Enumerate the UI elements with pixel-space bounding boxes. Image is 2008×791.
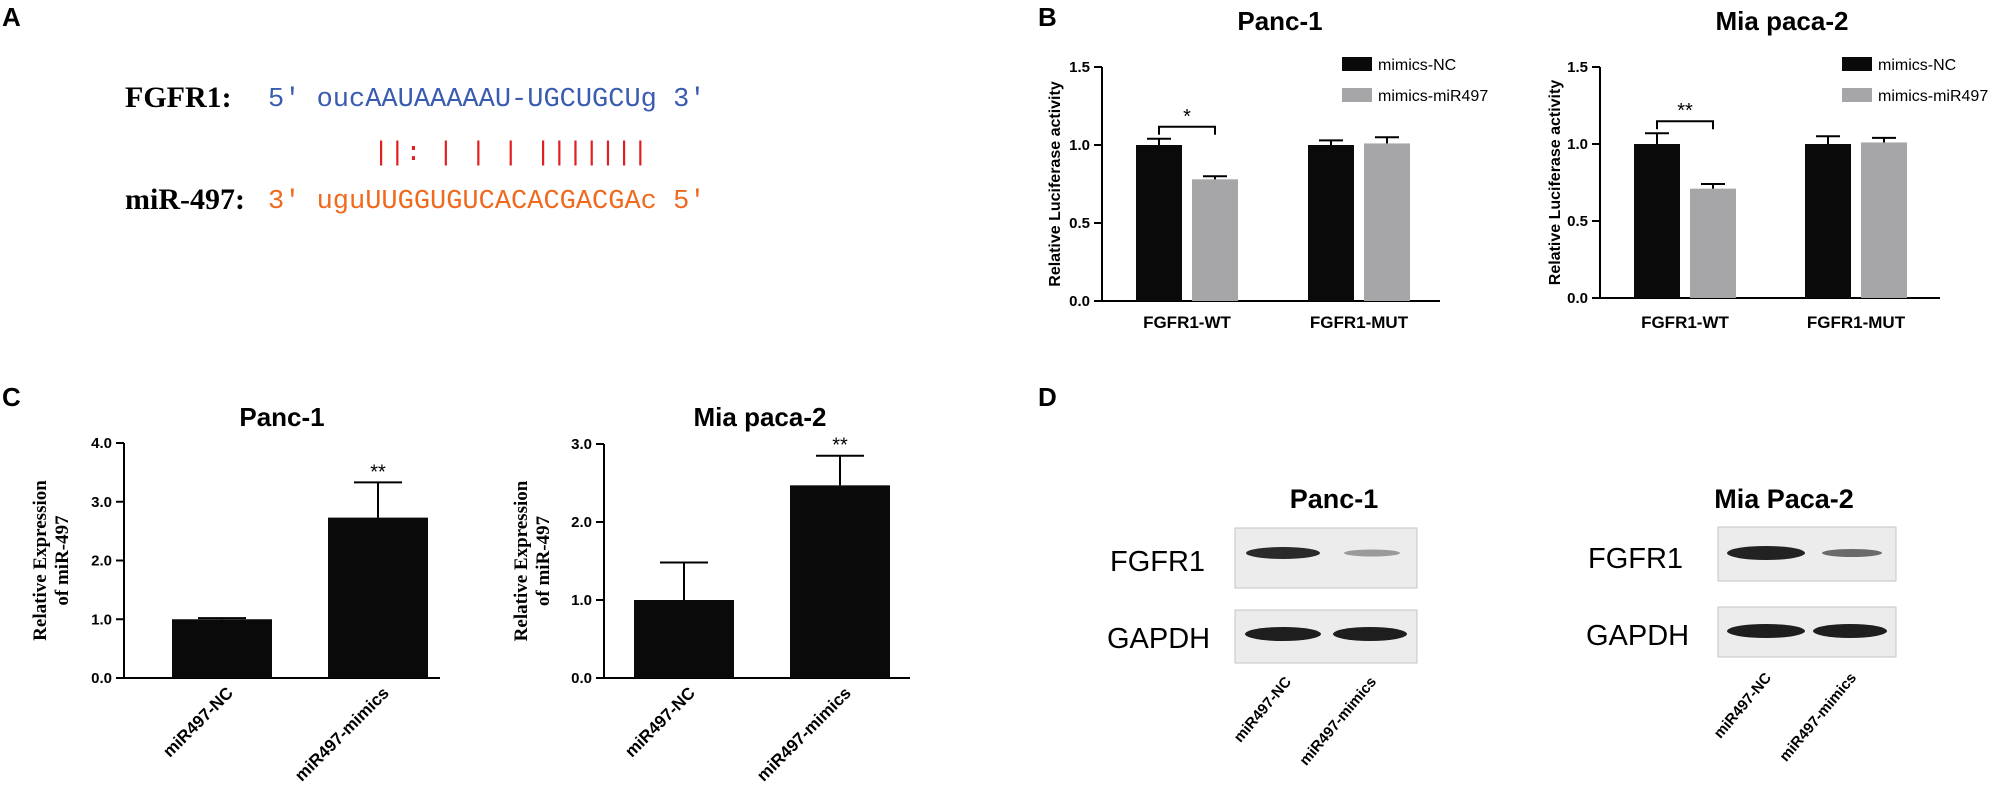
x-tick-label: miR497-mimics xyxy=(291,683,393,785)
y-tick-label: 0.0 xyxy=(1567,290,1588,307)
chart-title: Mia paca-2 xyxy=(1716,6,1849,36)
y-tick-label: 1.0 xyxy=(91,611,112,628)
bar-mimics-NC-FGFR1-WT xyxy=(1634,144,1680,298)
y-axis-label: Relative Luciferase activity xyxy=(1047,81,1064,287)
sequence-alignment: FGFR1: 5' oucAAUAAAAAU-UGCUGCUg 3' ||: |… xyxy=(125,81,705,217)
y-axis-label-line: Relative Expression xyxy=(511,480,532,641)
bar-mimics-miR497-FGFR1-WT xyxy=(1192,179,1238,301)
legend-swatch xyxy=(1842,57,1872,71)
bar-mimics-miR497-FGFR1-WT xyxy=(1690,188,1736,298)
band-gapdh-nc xyxy=(1727,624,1805,638)
y-axis-label: Relative Luciferase activity xyxy=(1547,80,1564,286)
y-tick-label: 4.0 xyxy=(91,435,112,452)
y-tick-label: 3.0 xyxy=(91,494,112,511)
significance-marker: ** xyxy=(370,461,386,483)
target-gene-label: FGFR1: xyxy=(125,81,232,114)
base-pairing: ||: | | | ||||||| xyxy=(373,139,648,169)
y-tick-label: 3.0 xyxy=(571,436,592,453)
legend-label: mimics-miR497 xyxy=(1378,88,1488,105)
y-tick-label: 0.0 xyxy=(91,670,112,687)
panel-letter-c: C xyxy=(2,382,21,412)
y-tick-label: 1.5 xyxy=(1567,59,1588,76)
band-gapdh-mimics xyxy=(1333,627,1407,641)
x-tick-label: FGFR1-MUT xyxy=(1807,313,1906,332)
blot-title: Panc-1 xyxy=(1290,484,1379,514)
significance-marker: ** xyxy=(832,435,848,457)
x-tick-label: miR497-mimics xyxy=(753,683,855,785)
chart-title: Panc-1 xyxy=(1237,6,1322,36)
bar-miR497-mimics xyxy=(328,517,428,678)
y-axis-label-line: of miR-497 xyxy=(533,515,554,606)
y-tick-label: 0.5 xyxy=(1069,215,1090,232)
bar-mimics-miR497-FGFR1-MUT xyxy=(1861,142,1907,298)
bar-mimics-NC-FGFR1-WT xyxy=(1136,145,1182,301)
bar-miR497-NC xyxy=(634,600,734,678)
y-tick-label: 2.0 xyxy=(91,553,112,570)
western-blot-mia-paca2: Mia Paca-2 FGFR1 GAPDH miR497-NC miR497-… xyxy=(1586,484,1897,765)
y-tick-label: 1.0 xyxy=(1069,137,1090,154)
band-fgfr1-nc xyxy=(1246,547,1320,559)
legend-label: mimics-NC xyxy=(1378,57,1456,74)
chart-luciferase-panc1: Panc-1 Relative Luciferase activity 0.0 0.5… xyxy=(1047,6,1488,332)
target-sequence: 5' oucAAUAAAAAU-UGCUGCUg 3' xyxy=(268,85,705,115)
y-tick-label: 0.0 xyxy=(571,670,592,687)
significance-bracket xyxy=(1158,125,1216,135)
blot-row-label-gapdh: GAPDH xyxy=(1586,620,1689,652)
x-tick-label: miR497-NC xyxy=(621,683,699,761)
legend-swatch xyxy=(1342,88,1372,102)
chart-title: Panc-1 xyxy=(239,402,324,432)
blot-row-label-gapdh: GAPDH xyxy=(1107,623,1210,655)
western-blot-panc1: Panc-1 FGFR1 GAPDH miR497-NC miR497-mimi… xyxy=(1107,484,1418,769)
chart-expression-mia-paca2: Mia paca-2 Relative Expression of miR-497 0… xyxy=(511,402,910,785)
mirna-sequence: 3' uguUUGGUGUCACACGACGAc 5' xyxy=(268,187,705,217)
band-fgfr1-mimics xyxy=(1344,549,1400,557)
significance-marker: * xyxy=(1183,106,1191,128)
legend-label: mimics-NC xyxy=(1878,57,1956,74)
blot-title: Mia Paca-2 xyxy=(1714,484,1854,514)
x-tick-label: FGFR1-MUT xyxy=(1310,313,1409,332)
chart-title: Mia paca-2 xyxy=(694,402,827,432)
legend-swatch xyxy=(1842,88,1872,102)
panel-letter-a: A xyxy=(2,2,21,32)
lane-label-nc: miR497-NC xyxy=(1711,670,1776,742)
bar-miR497-NC xyxy=(172,619,272,678)
panel-letter-d: D xyxy=(1038,382,1057,412)
panel-letter-b: B xyxy=(1038,2,1057,32)
y-tick-label: 2.0 xyxy=(571,514,592,531)
band-gapdh-nc xyxy=(1245,627,1321,641)
bar-mimics-miR497-FGFR1-MUT xyxy=(1364,143,1410,301)
legend-swatch xyxy=(1342,57,1372,71)
bar-mimics-NC-FGFR1-MUT xyxy=(1805,144,1851,298)
y-tick-label: 1.0 xyxy=(571,592,592,609)
y-axis-label-line: of miR-497 xyxy=(52,515,73,606)
chart-luciferase-mia-paca2: Mia paca-2 Relative Luciferase activity0.… xyxy=(1547,6,1988,332)
lane-label-mimics: miR497-mimics xyxy=(1776,670,1860,765)
x-tick-label: miR497-NC xyxy=(159,683,237,761)
mirna-label: miR-497: xyxy=(125,183,245,216)
y-axis-label-line: Relative Expression xyxy=(30,480,51,641)
bar-mimics-NC-FGFR1-MUT xyxy=(1308,145,1354,301)
blot-row-label-fgfr1: FGFR1 xyxy=(1110,546,1205,578)
band-fgfr1-mimics xyxy=(1822,549,1882,557)
lane-label-mimics: miR497-mimics xyxy=(1296,674,1380,769)
x-tick-label: FGFR1-WT xyxy=(1143,313,1231,332)
y-tick-label: 0.0 xyxy=(1069,293,1090,310)
blot-row-label-fgfr1: FGFR1 xyxy=(1588,543,1683,575)
bar-miR497-mimics xyxy=(790,485,890,678)
band-gapdh-mimics xyxy=(1813,624,1887,638)
significance-marker: ** xyxy=(1677,100,1693,122)
blot-membrane-fgfr1 xyxy=(1234,527,1418,589)
y-tick-label: 1.0 xyxy=(1567,136,1588,153)
band-fgfr1-nc xyxy=(1727,546,1805,560)
significance-bracket xyxy=(1656,120,1714,130)
lane-label-nc: miR497-NC xyxy=(1231,674,1296,746)
y-tick-label: 1.5 xyxy=(1069,59,1090,76)
y-tick-label: 0.5 xyxy=(1567,213,1588,230)
legend-label: mimics-miR497 xyxy=(1878,88,1988,105)
chart-expression-panc1: Panc-1 Relative Expression of miR-497 0.0 1.… xyxy=(30,402,440,785)
x-tick-label: FGFR1-WT xyxy=(1641,313,1729,332)
